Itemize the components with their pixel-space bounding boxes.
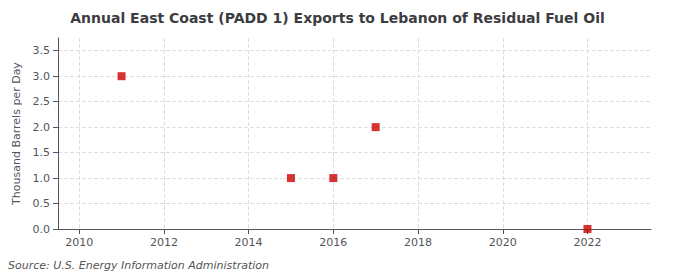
svg-text:2.5: 2.5	[33, 95, 51, 108]
svg-text:2.0: 2.0	[33, 121, 51, 134]
svg-text:2018: 2018	[404, 236, 432, 249]
svg-text:3.5: 3.5	[33, 44, 51, 57]
svg-text:2014: 2014	[235, 236, 263, 249]
svg-text:2022: 2022	[573, 236, 601, 249]
svg-text:2010: 2010	[65, 236, 93, 249]
svg-text:2016: 2016	[319, 236, 347, 249]
svg-text:2012: 2012	[150, 236, 178, 249]
svg-text:Source: U.S. Energy Informatio: Source: U.S. Energy Information Administ…	[8, 259, 269, 272]
svg-text:0.0: 0.0	[33, 223, 51, 236]
svg-text:Thousand Barrels per Day: Thousand Barrels per Day	[10, 62, 23, 206]
svg-text:1.5: 1.5	[33, 146, 51, 159]
svg-text:2020: 2020	[489, 236, 517, 249]
svg-text:Annual East Coast (PADD 1) Exp: Annual East Coast (PADD 1) Exports to Le…	[70, 10, 604, 26]
svg-text:0.5: 0.5	[33, 197, 51, 210]
svg-text:3.0: 3.0	[33, 70, 51, 83]
svg-text:1.0: 1.0	[33, 172, 51, 185]
